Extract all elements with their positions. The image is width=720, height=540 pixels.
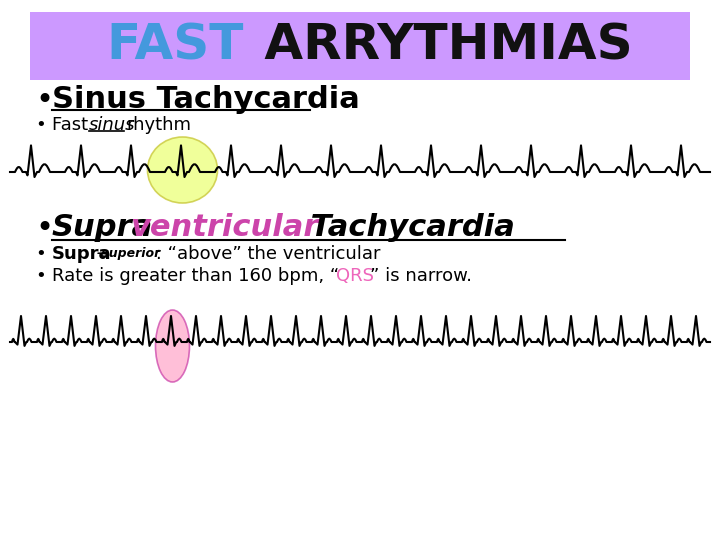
Text: •: • (35, 213, 53, 242)
Text: •: • (35, 116, 46, 134)
Text: QRS: QRS (336, 267, 374, 285)
Text: Sinus Tachycardia: Sinus Tachycardia (52, 85, 360, 114)
Ellipse shape (148, 137, 217, 203)
Text: Supra: Supra (52, 245, 112, 263)
FancyBboxPatch shape (30, 12, 690, 80)
Text: ARRYTHMIAS: ARRYTHMIAS (247, 22, 633, 70)
Text: : “above” the ventricular: : “above” the ventricular (150, 245, 380, 263)
Text: Tachycardia: Tachycardia (300, 213, 515, 242)
Text: Rate is greater than 160 bpm, “: Rate is greater than 160 bpm, “ (52, 267, 339, 285)
Text: FAST: FAST (107, 22, 243, 70)
Text: •: • (35, 267, 46, 285)
Text: Fast: Fast (52, 116, 94, 134)
Text: rhythm: rhythm (126, 116, 191, 134)
Text: ventricular: ventricular (130, 213, 318, 242)
Text: Supra: Supra (52, 213, 153, 242)
Text: sinus: sinus (89, 116, 135, 134)
Text: -superior: -superior (97, 247, 161, 260)
Text: •: • (35, 85, 53, 114)
Text: ” is narrow.: ” is narrow. (370, 267, 472, 285)
Text: •: • (35, 245, 46, 263)
Ellipse shape (156, 310, 189, 382)
